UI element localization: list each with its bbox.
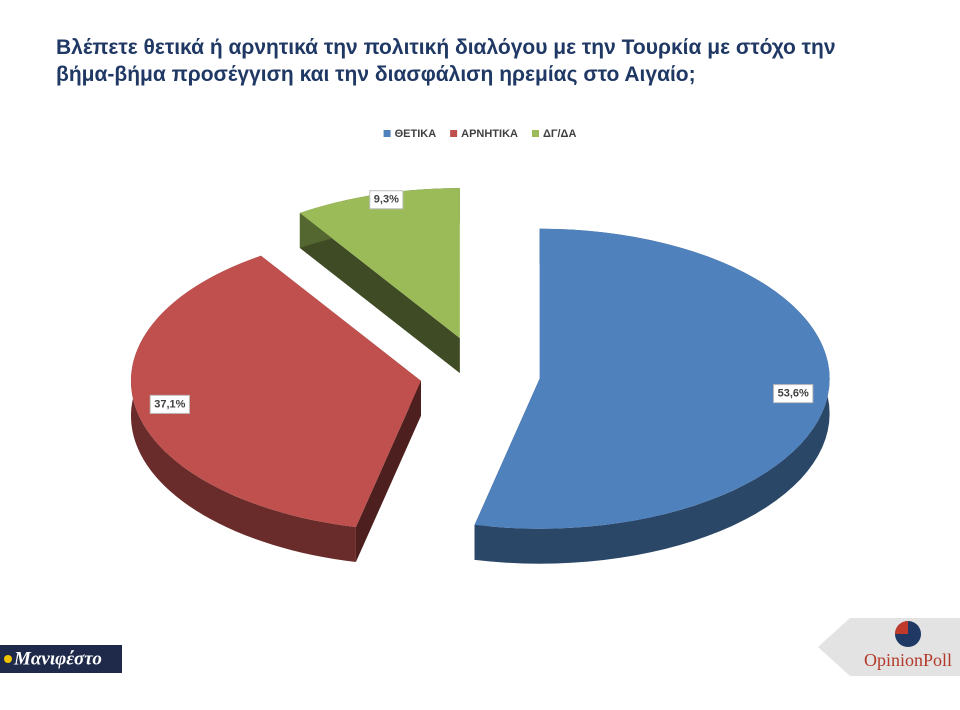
data-label-text: 9,3% xyxy=(374,194,399,206)
left-logo: Μανιφέστο xyxy=(0,645,122,673)
chart-title: Βλέπετε θετικά ή αρνητικά την πολιτική δ… xyxy=(56,36,836,86)
logo-text: OpinionPoll xyxy=(864,650,952,670)
legend-swatch xyxy=(450,130,458,137)
legend-swatch xyxy=(383,130,391,137)
logo-box xyxy=(0,645,122,673)
legend-label: ΑΡΝΗΤΙΚΑ xyxy=(461,128,518,140)
logo-icon-slice xyxy=(895,621,908,634)
pie-slice xyxy=(130,255,421,528)
pie-slice xyxy=(474,228,830,529)
logo-text: Μανιφέστο xyxy=(13,648,102,669)
slice-outer-wall xyxy=(474,228,830,564)
legend: ΘΕΤΙΚΑ ΑΡΝΗΤΙΚΑ ΔΓ/ΔΑ xyxy=(383,128,576,140)
slice-side-wall xyxy=(299,213,460,374)
data-label-text: 37,1% xyxy=(154,398,185,410)
data-label: 37,1% xyxy=(149,394,190,414)
data-label: 9,3% xyxy=(369,190,404,210)
pie-slice xyxy=(299,188,460,339)
legend-label: ΘΕΤΙΚΑ xyxy=(395,128,437,140)
slice-side-wall xyxy=(355,380,421,563)
data-label-box xyxy=(369,190,404,210)
data-label-box xyxy=(773,384,814,404)
legend-swatch xyxy=(531,130,539,137)
right-logo: OpinionPoll xyxy=(818,618,960,676)
data-label-box xyxy=(149,394,190,414)
data-label: 53,6% xyxy=(773,384,814,404)
legend-label: ΔΓ/ΔΑ xyxy=(543,128,576,140)
data-label-text: 53,6% xyxy=(778,388,809,400)
logo-dot xyxy=(4,655,12,663)
logo-arrow xyxy=(818,618,960,676)
slice-outer-wall xyxy=(130,255,356,563)
